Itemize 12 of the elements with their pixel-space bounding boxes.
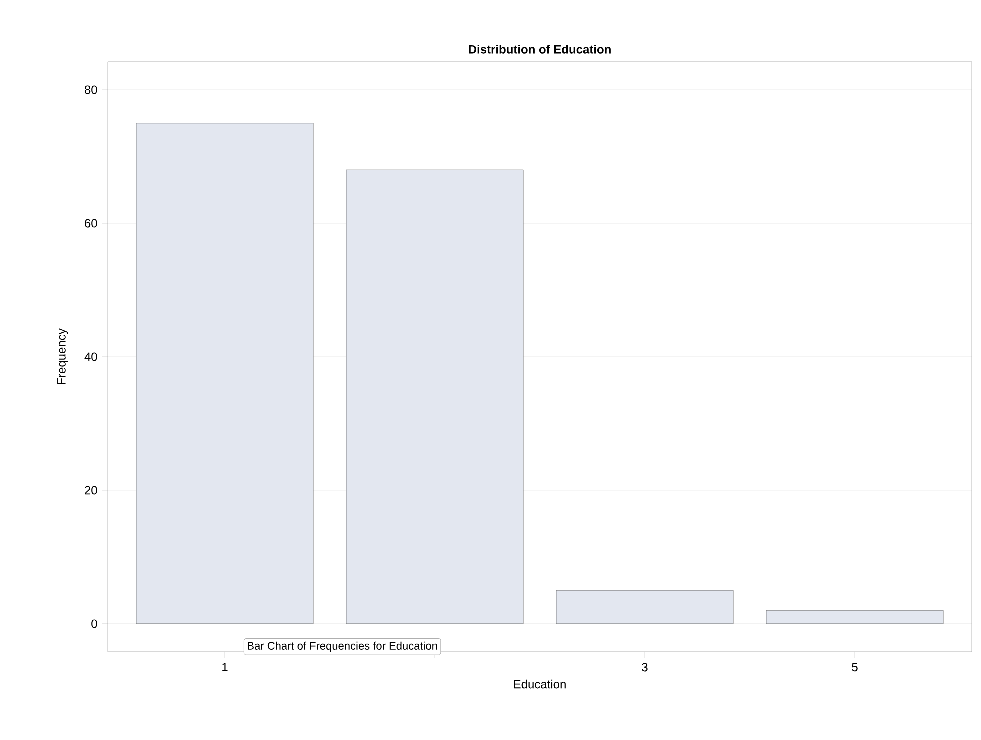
y-tick-label: 20: [85, 486, 98, 495]
y-tick-label: 40: [84, 352, 98, 362]
x-tick-label: 5: [852, 663, 858, 672]
y-tick-label: 80: [84, 86, 98, 94]
annotation: Bar Chart of Frequencies for Education: [248, 642, 438, 652]
y-axis-title: Frequency: [58, 328, 68, 384]
x-axis-title: Education: [514, 680, 566, 689]
y-tick-label: 60: [85, 219, 98, 228]
x-tick-label: 3: [642, 663, 648, 672]
x-tick-label: 1: [222, 663, 228, 672]
y-tick-label: 0: [92, 620, 98, 628]
chart-title: Distribution of Education: [469, 44, 611, 54]
